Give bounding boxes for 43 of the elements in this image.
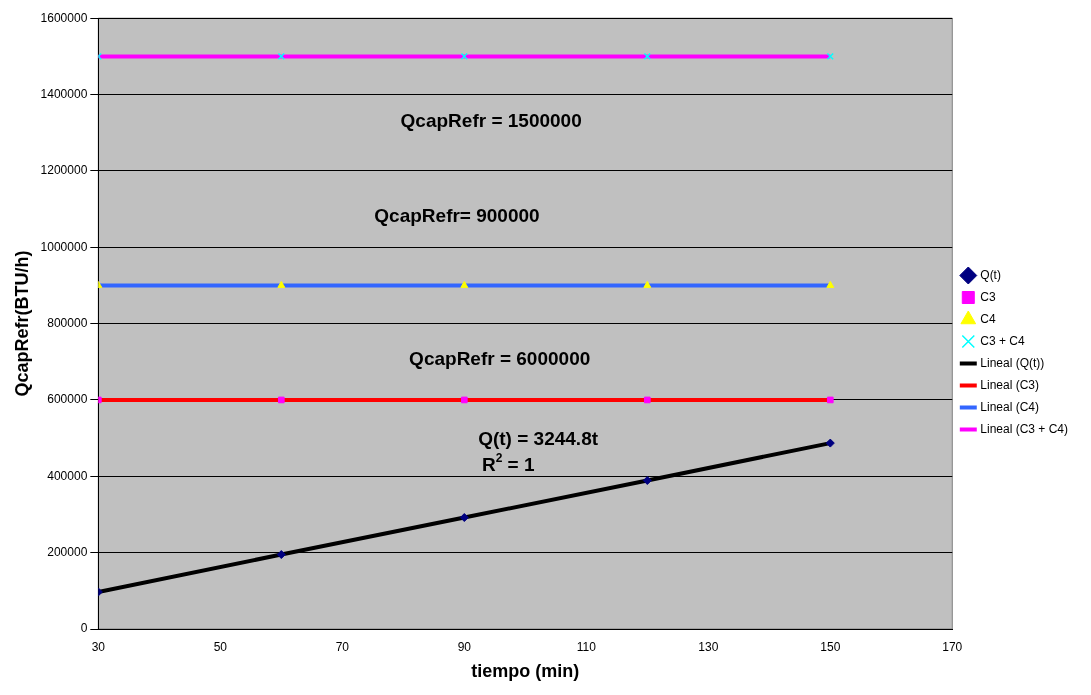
point	[826, 280, 835, 288]
y-tick-label: 800000	[47, 315, 88, 330]
x-tick-label: 150	[820, 639, 841, 654]
annotation: Q(t) = 3244.8t	[478, 427, 599, 449]
legend-label: C4	[980, 311, 996, 326]
legend-label: C3 + C4	[980, 333, 1025, 348]
y-tick-label: 400000	[47, 468, 88, 483]
point	[642, 476, 652, 485]
y-tick-label: 1600000	[40, 10, 88, 25]
point	[277, 280, 286, 288]
legend-label: Lineal (Q(t))	[980, 355, 1045, 370]
y-axis-title: QcapRefr(BTU/h)	[11, 250, 32, 397]
y-tick-label: 1000000	[40, 239, 88, 254]
x-tick-label: 110	[576, 639, 597, 654]
point	[460, 396, 468, 404]
point	[826, 396, 834, 404]
x-tick-label: 130	[698, 639, 719, 654]
point	[643, 280, 652, 288]
y-tick-label: 1200000	[40, 163, 88, 178]
point	[459, 513, 469, 523]
legend-label: Lineal (C3 + C4)	[980, 421, 1069, 436]
x-tick-label: 30	[91, 639, 106, 654]
y-tick-label: 0	[80, 621, 88, 636]
legend-label: Q(t)	[980, 267, 1001, 282]
x-tick-label: 50	[213, 639, 228, 654]
y-tick-label: 1400000	[40, 86, 88, 101]
x-tick-label: 90	[457, 639, 472, 654]
point	[276, 550, 286, 560]
point	[277, 396, 285, 404]
x-tick-label: 170	[942, 639, 963, 654]
point	[460, 280, 469, 288]
legend-label: Lineal (C3)	[980, 377, 1039, 392]
annotation: QcapRefr = 1500000	[400, 110, 582, 132]
x-axis-title: tiempo (min)	[471, 661, 580, 682]
y-tick-label: 200000	[47, 544, 88, 559]
legend-label: Lineal (C4)	[980, 399, 1039, 414]
point	[643, 396, 651, 404]
legend-label: C3	[980, 289, 996, 304]
point	[825, 438, 835, 448]
annotation: QcapRefr = 6000000	[409, 348, 591, 370]
annotation: QcapRefr= 900000	[374, 204, 540, 226]
x-tick-label: 70	[335, 639, 350, 654]
y-tick-label: 600000	[47, 392, 88, 407]
